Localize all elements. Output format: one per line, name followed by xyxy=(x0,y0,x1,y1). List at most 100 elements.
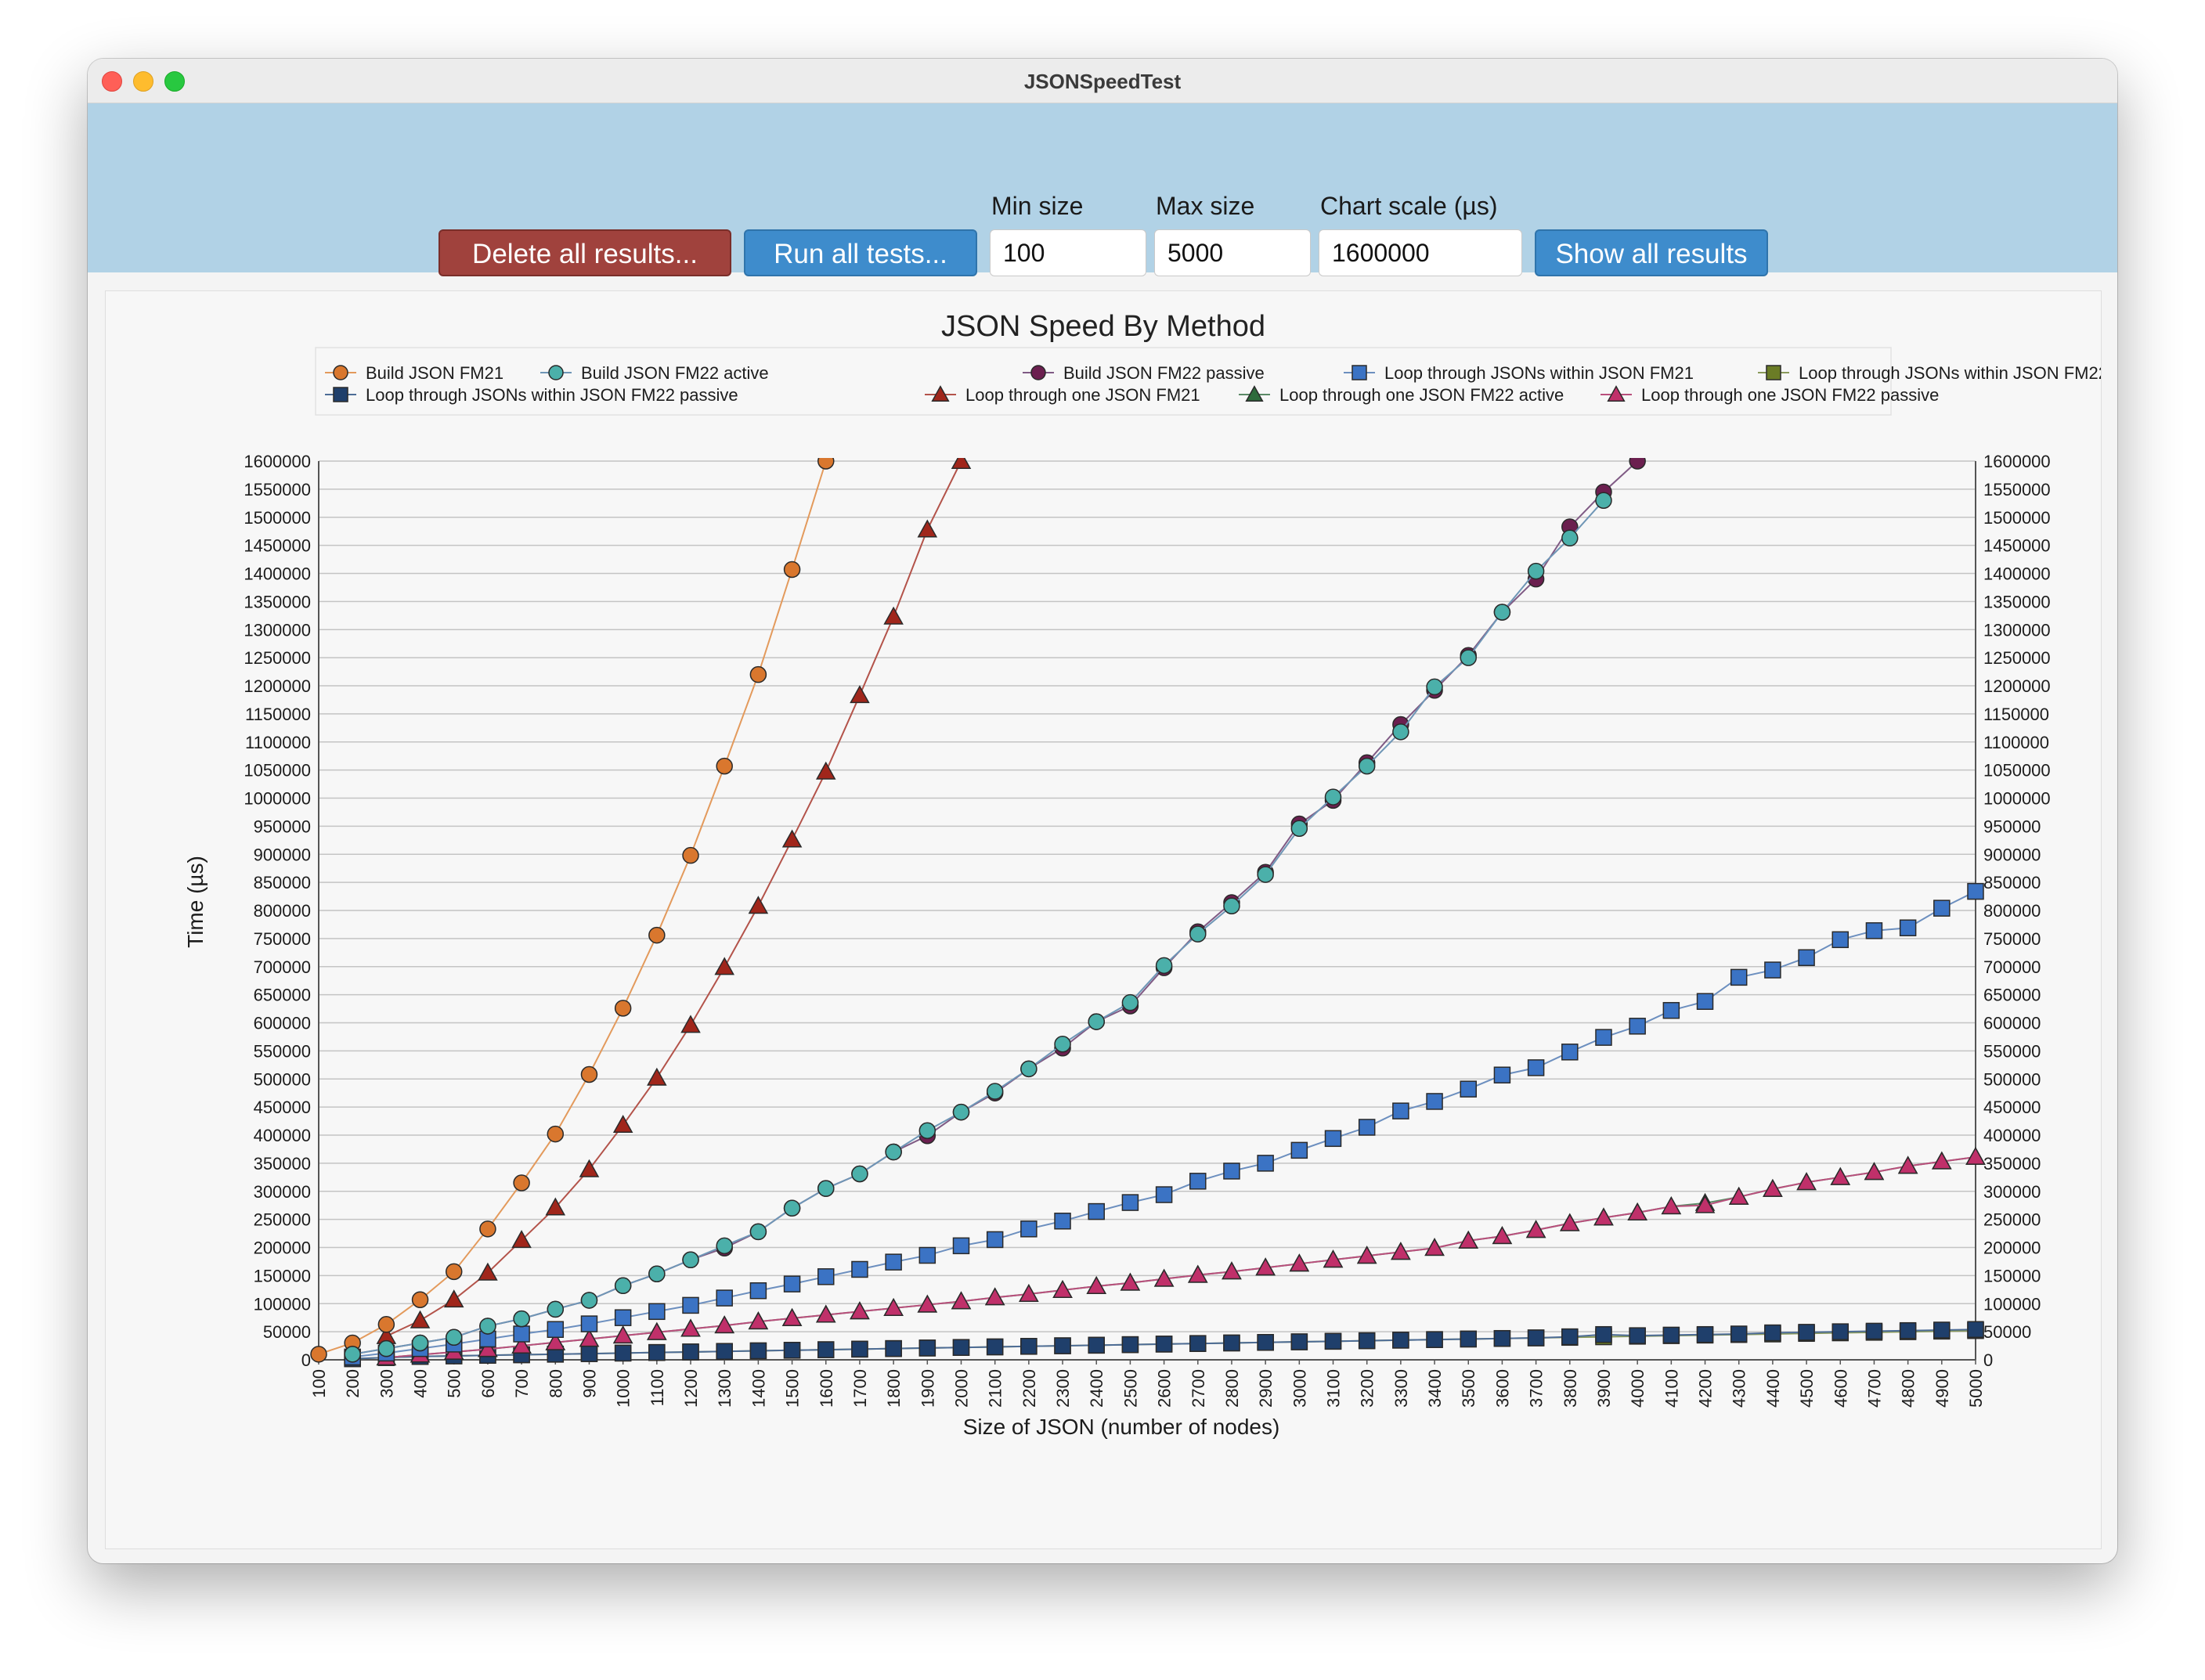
data-point xyxy=(1933,899,1951,917)
data-point xyxy=(1460,1330,1477,1348)
data-point xyxy=(1629,458,1646,470)
x-tick-label: 2700 xyxy=(1189,1369,1208,1408)
data-point xyxy=(1460,649,1477,666)
y-tick-label-right: 1350000 xyxy=(1983,592,2051,611)
data-point xyxy=(648,1303,666,1321)
data-point xyxy=(511,1230,532,1249)
legend-marker xyxy=(333,365,348,380)
legend-label: Loop through one JSON FM22 passive xyxy=(1641,385,1939,405)
data-point xyxy=(883,1297,904,1316)
y-tick-label-right: 1250000 xyxy=(1983,648,2051,668)
data-point xyxy=(1086,1275,1106,1294)
data-point xyxy=(1696,993,1714,1010)
x-tick-label: 4900 xyxy=(1933,1369,1952,1408)
data-point xyxy=(1493,604,1511,621)
chart-scale-input[interactable] xyxy=(1319,229,1522,276)
legend-label: Build JSON FM21 xyxy=(366,363,503,383)
data-point xyxy=(647,1321,667,1340)
zoom-window-button[interactable] xyxy=(164,71,185,92)
data-point xyxy=(614,1309,632,1326)
y-tick-label-right: 1600000 xyxy=(1983,452,2051,471)
data-point xyxy=(1561,1044,1579,1061)
data-point xyxy=(749,1342,767,1360)
data-point xyxy=(1257,1155,1274,1172)
data-point xyxy=(986,1231,1004,1249)
data-point xyxy=(1290,1333,1308,1350)
x-tick-label: 3500 xyxy=(1459,1369,1478,1408)
data-point xyxy=(1764,961,1781,979)
x-tick-label: 4700 xyxy=(1864,1369,1884,1408)
y-tick-label-left: 400000 xyxy=(254,1126,311,1145)
minimize-window-button[interactable] xyxy=(133,71,153,92)
x-tick-label: 3400 xyxy=(1425,1369,1445,1408)
y-tick-label-right: 1100000 xyxy=(1983,733,2049,752)
data-point xyxy=(885,1143,902,1161)
data-point xyxy=(783,1275,801,1292)
data-point xyxy=(682,1296,699,1314)
y-tick-label-left: 1150000 xyxy=(245,705,311,724)
legend-label: Loop through JSONs within JSON FM22 acti… xyxy=(1799,363,2101,383)
close-window-button[interactable] xyxy=(102,71,122,92)
y-tick-label-right: 600000 xyxy=(1983,1014,2041,1033)
x-tick-label: 4300 xyxy=(1730,1369,1749,1408)
y-tick-label-left: 300000 xyxy=(254,1182,311,1202)
chart-axes: 0 0 50000 50000 100000 100000 150000 150000 2000… xyxy=(244,452,2050,1408)
data-point xyxy=(1424,1238,1445,1256)
data-point xyxy=(478,1339,498,1357)
data-point xyxy=(1728,1186,1749,1205)
x-tick-label: 4100 xyxy=(1662,1369,1681,1408)
data-point xyxy=(1933,1321,1951,1339)
data-point xyxy=(547,1300,565,1318)
data-point xyxy=(1153,1268,1175,1287)
data-point xyxy=(1223,897,1240,915)
y-tick-label-left: 1350000 xyxy=(244,592,311,611)
data-point xyxy=(1493,1066,1511,1083)
data-point xyxy=(1696,1325,1714,1343)
delete-all-results-button[interactable]: Delete all results... xyxy=(438,229,731,276)
data-point xyxy=(883,606,904,625)
legend-label: Loop through JSONs within JSON FM22 pass… xyxy=(366,385,738,405)
min-size-input[interactable] xyxy=(990,229,1146,276)
data-point xyxy=(1426,1093,1443,1110)
data-point xyxy=(783,1342,801,1359)
run-all-tests-button[interactable]: Run all tests... xyxy=(744,229,977,276)
show-all-results-button[interactable]: Show all results xyxy=(1535,229,1768,276)
y-tick-label-left: 0 xyxy=(301,1350,311,1370)
data-point xyxy=(1627,1202,1647,1220)
data-point xyxy=(851,1340,868,1358)
max-size-input[interactable] xyxy=(1154,229,1311,276)
data-point xyxy=(1054,1213,1071,1230)
data-point xyxy=(1155,1186,1173,1203)
data-point xyxy=(1155,957,1173,975)
data-point xyxy=(1052,1279,1073,1298)
y-tick-label-left: 450000 xyxy=(254,1098,311,1117)
data-point xyxy=(1492,1226,1513,1245)
data-point xyxy=(1324,788,1342,806)
data-point xyxy=(1493,1329,1511,1347)
y-tick-label-right: 200000 xyxy=(1983,1238,2041,1258)
x-tick-label: 4800 xyxy=(1899,1369,1918,1408)
legend-marker xyxy=(548,365,564,380)
max-size-label: Max size xyxy=(1156,192,1255,220)
data-point xyxy=(984,1287,1005,1306)
data-point xyxy=(1290,1141,1308,1159)
y-tick-label-left: 100000 xyxy=(254,1294,311,1314)
data-point xyxy=(1967,1321,1984,1339)
data-point xyxy=(1120,1272,1141,1291)
series-line xyxy=(352,499,1604,1355)
data-point xyxy=(952,1339,970,1356)
data-point xyxy=(1324,1332,1342,1350)
data-point xyxy=(1088,1013,1105,1030)
y-tick-label-right: 650000 xyxy=(1983,986,2041,1005)
data-point xyxy=(478,1262,498,1281)
data-point xyxy=(986,1338,1004,1356)
y-tick-label-right: 500000 xyxy=(1983,1069,2041,1089)
x-tick-label: 500 xyxy=(445,1369,464,1398)
y-tick-label-right: 550000 xyxy=(1983,1041,2041,1061)
y-tick-label-left: 500000 xyxy=(254,1069,311,1089)
y-tick-label-right: 450000 xyxy=(1983,1098,2041,1117)
chart-panel: JSON Speed By Method Build JSON FM21 Buil… xyxy=(105,290,2102,1549)
data-point xyxy=(1222,1261,1242,1280)
data-point xyxy=(1661,1196,1682,1215)
data-point xyxy=(1593,1207,1614,1226)
